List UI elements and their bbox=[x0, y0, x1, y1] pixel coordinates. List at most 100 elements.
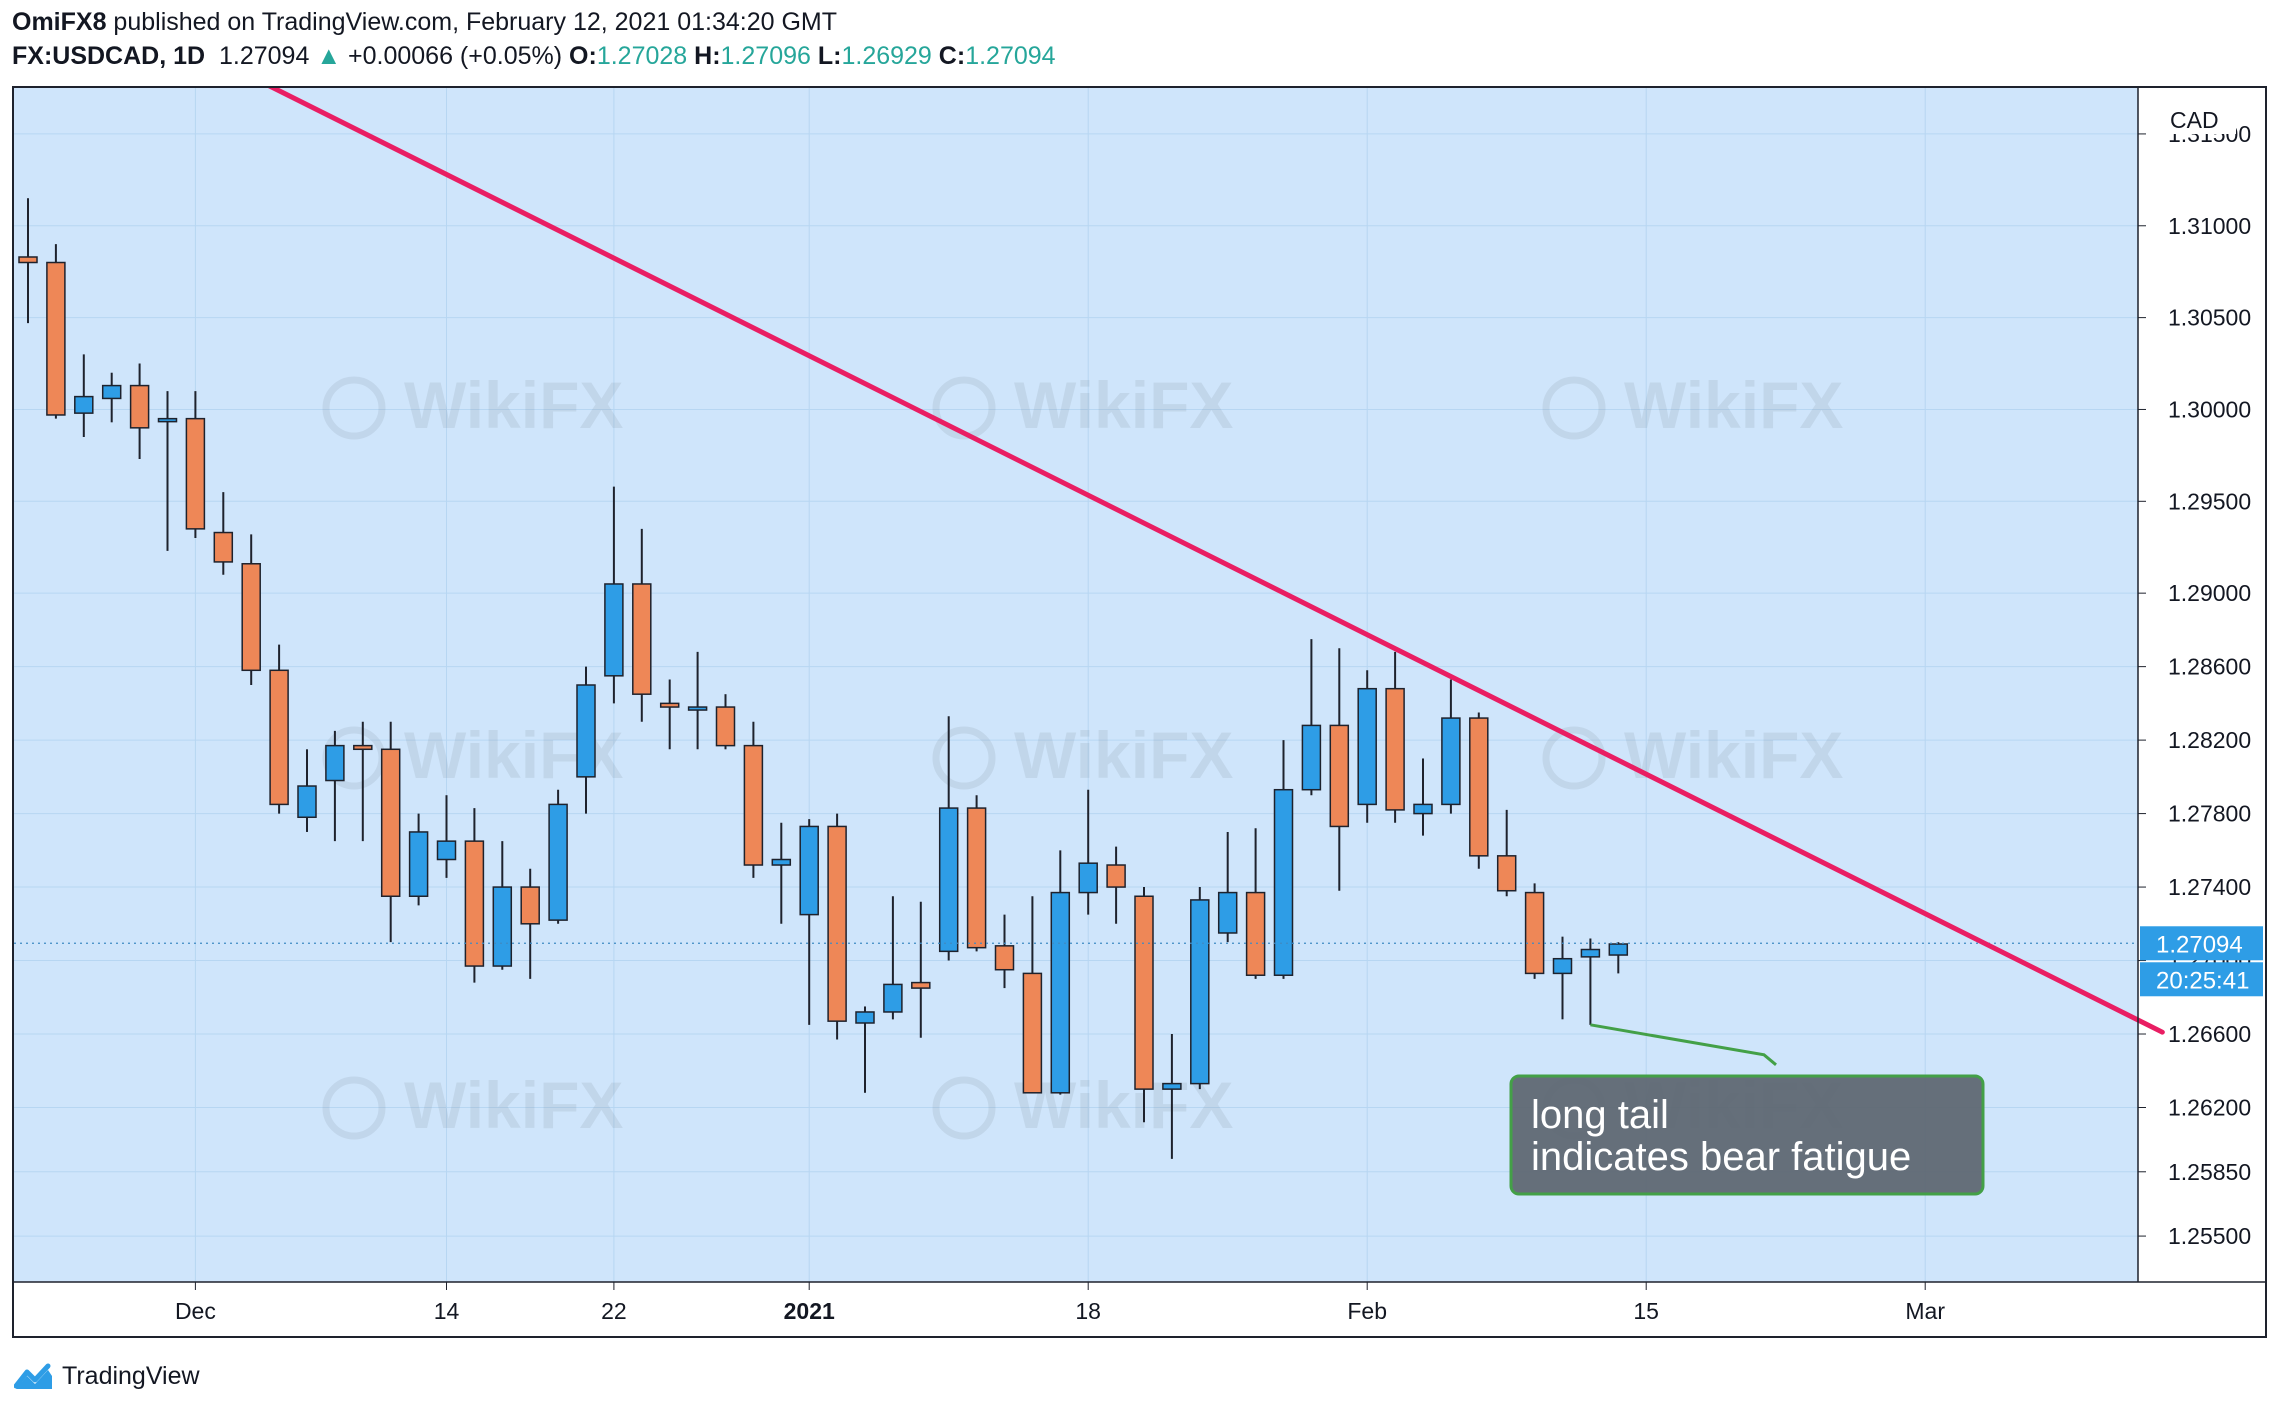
publisher-name[interactable]: OmiFX8 bbox=[12, 8, 107, 36]
candle-up bbox=[1608, 942, 1629, 974]
price-tick-label: 1.31000 bbox=[2168, 213, 2251, 239]
candle-body bbox=[1301, 724, 1322, 791]
annotation-pointer bbox=[1590, 1023, 1777, 1066]
time-tick-label: Dec bbox=[175, 1298, 216, 1324]
symbol-label: FX:USDCAD, 1D bbox=[12, 42, 206, 70]
symbol-line: FX:USDCAD, 1D 1.27094 ▲ +0.00066 (+0.05%… bbox=[12, 42, 1056, 71]
candle-body bbox=[520, 886, 540, 925]
tradingview-logo-icon[interactable] bbox=[14, 1362, 54, 1390]
candle-down bbox=[129, 363, 150, 460]
high-value: 1.27096 bbox=[720, 42, 811, 70]
high-label: H: bbox=[694, 42, 721, 70]
candle-body bbox=[687, 706, 708, 711]
price-axis-background bbox=[2138, 88, 2265, 1282]
watermark-text: WikiFX bbox=[1014, 718, 1233, 792]
candle-up bbox=[1413, 758, 1433, 836]
candle-down bbox=[1022, 896, 1043, 1094]
close-value: 1.27094 bbox=[965, 42, 1056, 70]
candle-body bbox=[1078, 862, 1098, 894]
candle-body bbox=[827, 825, 847, 1022]
candle-down bbox=[520, 868, 540, 979]
countdown-tag bbox=[2140, 962, 2263, 997]
watermark-logo-icon bbox=[1542, 376, 1606, 440]
watermark-logo-icon bbox=[322, 376, 386, 440]
candle-body bbox=[157, 417, 178, 423]
chart-frame[interactable]: WikiFX WikiFX WikiFX WikiFX WikiFX WikiFX Wiki… bbox=[12, 86, 2267, 1338]
watermark-text: WikiFX bbox=[1014, 368, 1233, 442]
candle-body bbox=[994, 945, 1015, 971]
candle-body bbox=[632, 583, 652, 695]
candle-up bbox=[157, 391, 178, 551]
candle-body bbox=[18, 256, 38, 264]
tradingview-brand[interactable]: TradingView bbox=[62, 1361, 200, 1390]
candle-body bbox=[659, 702, 680, 708]
candle-up bbox=[1552, 936, 1573, 1020]
candle-up bbox=[1190, 887, 1210, 1090]
candle-body bbox=[464, 840, 485, 967]
price-tick-label: 1.26200 bbox=[2168, 1094, 2251, 1120]
candle-up bbox=[436, 795, 457, 878]
candle-up bbox=[771, 822, 792, 924]
watermark-logo-icon bbox=[1542, 726, 1606, 790]
candle-body bbox=[548, 803, 568, 921]
candle-down bbox=[911, 901, 931, 1038]
candle-body bbox=[1496, 855, 1517, 892]
currency-label-bg bbox=[2150, 102, 2236, 134]
price-tick-label: 1.26600 bbox=[2168, 1021, 2251, 1047]
footer: TradingView bbox=[14, 1358, 200, 1394]
price-tick-label: 1.30500 bbox=[2168, 305, 2251, 331]
candle-body bbox=[1273, 788, 1294, 976]
price-tick-label: 1.28600 bbox=[2168, 654, 2251, 680]
watermark-logo-icon bbox=[932, 726, 996, 790]
time-axis: Dec 14 22 2021 18 Feb 15 Mar bbox=[14, 1281, 2265, 1324]
candle-body bbox=[353, 744, 373, 751]
change-arrow-icon: ▲ bbox=[316, 42, 342, 70]
candle-down bbox=[827, 813, 847, 1040]
candle-body bbox=[1524, 891, 1545, 975]
price-tick-label: 1.27400 bbox=[2168, 874, 2251, 900]
candle-body bbox=[269, 669, 289, 806]
candle-body bbox=[1106, 864, 1126, 888]
candle-body bbox=[855, 1011, 875, 1024]
candle-body bbox=[883, 983, 903, 1013]
candle-up bbox=[1580, 938, 1601, 1025]
annotation-line1: long tail bbox=[1531, 1093, 1669, 1137]
candle-body bbox=[1469, 717, 1489, 857]
candle-body bbox=[1608, 943, 1629, 956]
low-label: L: bbox=[817, 42, 842, 70]
candle-down bbox=[380, 721, 401, 943]
candle-body bbox=[771, 858, 792, 866]
time-tick-label: 22 bbox=[601, 1298, 627, 1324]
countdown-label: 20:25:41 bbox=[2156, 967, 2249, 994]
candle-down bbox=[241, 534, 261, 685]
publish-line: OmiFX8 published on TradingView.com, Feb… bbox=[12, 8, 837, 37]
candle-body bbox=[1441, 717, 1461, 806]
time-tick-label: 2021 bbox=[784, 1298, 835, 1324]
candle-up bbox=[1441, 679, 1461, 814]
candle-body bbox=[241, 563, 261, 672]
candle-down bbox=[715, 694, 736, 750]
time-tick-label: 18 bbox=[1075, 1298, 1101, 1324]
candle-up bbox=[408, 813, 429, 906]
candle-body bbox=[1217, 891, 1238, 934]
candle-up bbox=[855, 1006, 875, 1093]
candle-body bbox=[1245, 891, 1266, 976]
candle-body bbox=[1134, 895, 1154, 1090]
candle-up bbox=[883, 896, 903, 1020]
candle-body bbox=[743, 744, 764, 866]
candle-up bbox=[74, 354, 94, 438]
price-axis: 1.255001.258501.262001.266001.270001.274… bbox=[2137, 88, 2263, 1282]
candle-up bbox=[1301, 639, 1322, 796]
candle-down bbox=[1524, 883, 1545, 979]
candle-body bbox=[1022, 972, 1043, 1094]
time-tick-label: 14 bbox=[434, 1298, 460, 1324]
time-tick-label: Mar bbox=[1905, 1298, 1945, 1324]
watermark-text: WikiFX bbox=[404, 1068, 623, 1142]
candle-down bbox=[1245, 828, 1266, 979]
candle-body bbox=[911, 981, 931, 989]
grid-lines bbox=[14, 88, 2138, 1282]
candle-up bbox=[1273, 740, 1294, 979]
candle-body bbox=[1385, 687, 1405, 811]
candle-down bbox=[1469, 712, 1489, 869]
